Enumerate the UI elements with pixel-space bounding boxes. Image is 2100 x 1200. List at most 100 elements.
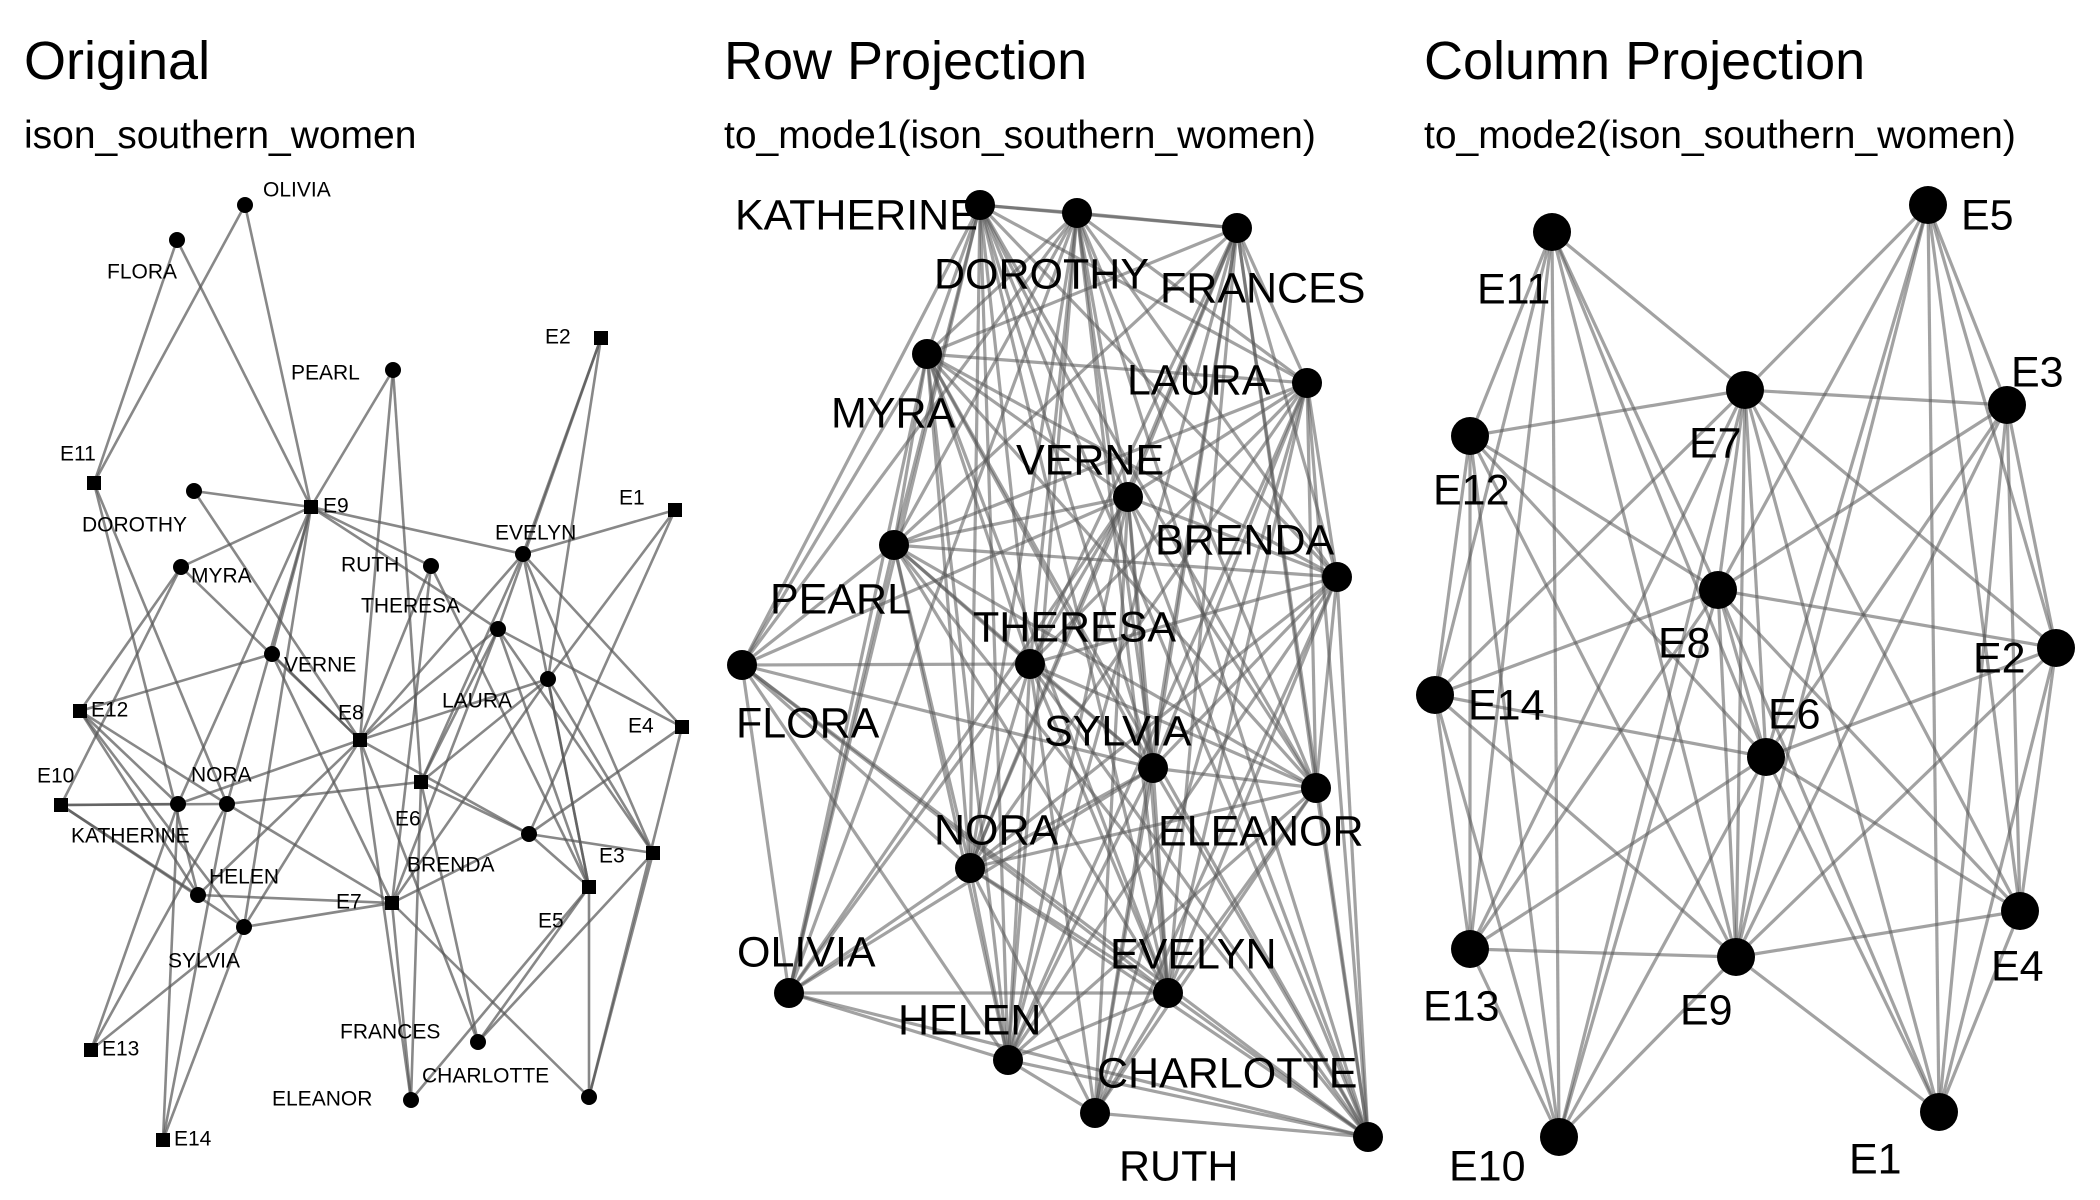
node-sylvia [236, 919, 252, 935]
edge-dorothy-e8 [192, 490, 362, 741]
edge-nora-e11 [92, 482, 229, 805]
edges [59, 204, 684, 1141]
node-e11 [1533, 213, 1571, 251]
edge-laura-verne [1127, 381, 1308, 499]
node-label-katherine: KATHERINE [71, 825, 190, 848]
edge-brenda-nora [969, 575, 1338, 870]
nodes [54, 197, 689, 1147]
edge-pearl-e9 [309, 369, 395, 508]
edge-evelyn-e6 [419, 553, 525, 783]
node-label-theresa: THERESA [361, 595, 460, 618]
edge-e7-e9 [1734, 389, 1747, 958]
node-label-olivia: OLIVIA [263, 179, 331, 202]
edge-olivia-e11 [92, 204, 247, 484]
node-label-brenda: BRENDA [1155, 516, 1335, 564]
edge-e1-e9 [1735, 955, 1940, 1114]
edge-olivia-ruth [788, 991, 1369, 1139]
node-theresa [490, 621, 506, 637]
edge-e4-e5 [1926, 204, 2022, 912]
edge-frances-verne [1126, 227, 1239, 498]
node-label-pearl: PEARL [291, 362, 360, 385]
edge-e11-e9 [1550, 231, 1738, 958]
node-ruth [423, 558, 439, 574]
edge-nora-theresa [968, 663, 1032, 869]
edge-verne-e7 [270, 653, 394, 904]
edge-e14-e6 [1434, 693, 1767, 759]
edge-helen-e8 [197, 739, 361, 896]
panel-title: Original [24, 31, 211, 91]
edge-frances-e3 [477, 852, 654, 1043]
edge-frances-laura [1235, 227, 1309, 384]
edge-ruth-theresa [1028, 663, 1370, 1138]
node-label-e5: E5 [538, 910, 564, 933]
edge-ruth-e7 [390, 565, 433, 904]
edge-charlotte-verne [1093, 496, 1130, 1114]
panel-column-projection: Column Projection to_mode2(ison_southern… [1400, 0, 2100, 1200]
node-eleanor [1301, 773, 1331, 803]
edge-e13-e9 [1469, 947, 1737, 959]
node-label-pearl: PEARL [770, 575, 911, 623]
node-label-katherine: KATHERINE [735, 191, 978, 239]
edge-e13-e8 [1468, 589, 1720, 950]
nodes [727, 190, 1383, 1152]
edge-helen-sylvia [1006, 767, 1155, 1061]
node-label-e9: E9 [323, 495, 349, 518]
node-label-e13: E13 [1423, 982, 1500, 1030]
edge-brenda-e3 [528, 832, 654, 855]
edge-e2-e8 [1717, 588, 2057, 650]
node-laura [540, 671, 556, 687]
node-katherine [170, 796, 186, 812]
node-e12 [1451, 417, 1489, 455]
node-nora [219, 796, 235, 812]
node-e10 [54, 798, 68, 812]
node-e2 [594, 331, 608, 345]
edge-charlotte-e7 [391, 902, 590, 1098]
node-e13 [84, 1043, 98, 1057]
node-label-e3: E3 [599, 845, 625, 868]
node-label-e2: E2 [545, 326, 571, 349]
node-brenda [521, 826, 537, 842]
edge-sylvia-e9 [242, 506, 313, 928]
node-label-brenda: BRENDA [407, 854, 495, 877]
edge-e12-e9 [1468, 435, 1738, 958]
edge-e4-e9 [1735, 909, 2021, 959]
node-label-e6: E6 [395, 808, 421, 831]
edge-e6-e7 [1743, 389, 1768, 758]
node-sylvia [1138, 753, 1168, 783]
edge-e7-e8 [1716, 389, 1747, 591]
panel-subtitle: to_mode1(ison_southern_women) [724, 114, 1316, 157]
edge-brenda-charlotte [1093, 576, 1339, 1114]
node-label-ruth: RUTH [341, 554, 399, 577]
node-label-charlotte: CHARLOTTE [422, 1065, 549, 1088]
node-label-e12: E12 [91, 699, 128, 722]
edges [740, 203, 1370, 1139]
edge-frances-e5 [476, 886, 591, 1043]
node-e8 [1699, 571, 1737, 609]
edge-flora-theresa [741, 662, 1031, 667]
edge-helen-e7 [197, 893, 393, 905]
edge-brenda-theresa [1029, 575, 1338, 666]
edge-flora-sylvia [741, 663, 1154, 770]
edge-e10-e7 [1557, 389, 1747, 1138]
node-e6 [1747, 738, 1785, 776]
edge-dorothy-laura [1076, 211, 1308, 385]
edge-brenda-eleanor [1314, 576, 1339, 789]
node-label-verne: VERNE [284, 654, 356, 677]
edge-katherine-theresa [978, 204, 1032, 665]
node-label-ruth: RUTH [1119, 1142, 1238, 1190]
edge-laura-e2 [546, 337, 603, 680]
node-label-e2: E2 [1973, 634, 2026, 682]
edge-brenda-dorothy [1075, 212, 1339, 578]
edge-olivia-pearl [787, 544, 896, 994]
edge-e3-e9 [1734, 404, 2009, 958]
node-label-eleanor: ELEANOR [1158, 807, 1364, 855]
edge-dorothy-myra [925, 211, 1079, 356]
edge-e13-e6 [1469, 755, 1767, 951]
node-label-helen: HELEN [898, 996, 1041, 1044]
edge-eleanor-katherine [978, 204, 1318, 789]
edge-charlotte-e4 [587, 726, 684, 1098]
bipartite-network-graph: OLIVIA FLORA PEARL DOROTHY MYRA RUTH EVELYN THE… [37, 179, 689, 1151]
node-e13 [1451, 930, 1489, 968]
edge-helen-nora [968, 867, 1010, 1061]
node-frances [470, 1034, 486, 1050]
